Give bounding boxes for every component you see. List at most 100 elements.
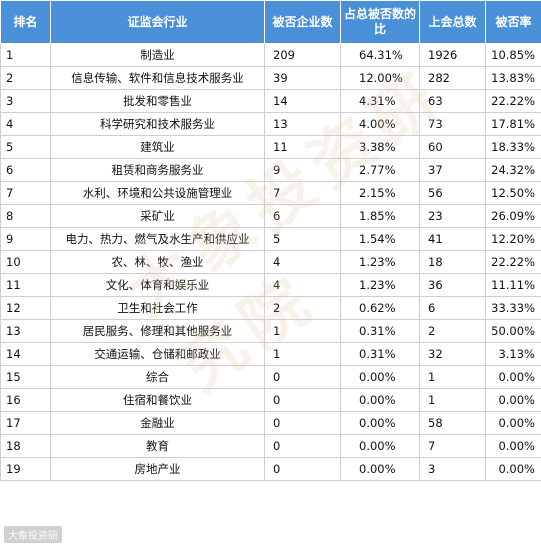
cell-total: 37 bbox=[419, 158, 486, 182]
cell-rate: 26.09% bbox=[485, 204, 541, 228]
cell-rejected: 11 bbox=[264, 135, 341, 159]
cell-industry: 制造业 bbox=[50, 43, 265, 67]
cell-industry: 水利、环境和公共设施管理业 bbox=[50, 181, 265, 205]
table-header: 排名 证监会行业 被否企业数 占总被否数的比 上会总数 被否率 bbox=[0, 0, 541, 44]
cell-industry: 租赁和商务服务业 bbox=[50, 158, 265, 182]
cell-rejected: 4 bbox=[264, 250, 341, 274]
header-rate: 被否率 bbox=[485, 0, 541, 44]
header-rejected: 被否企业数 bbox=[264, 0, 341, 44]
cell-rate: 0.00% bbox=[485, 457, 541, 481]
cell-total: 282 bbox=[419, 66, 486, 90]
cell-total: 6 bbox=[419, 296, 486, 320]
cell-share: 0.00% bbox=[340, 388, 420, 412]
cell-rank: 10 bbox=[0, 250, 51, 274]
cell-rejected: 7 bbox=[264, 181, 341, 205]
cell-rejected: 13 bbox=[264, 112, 341, 136]
cell-rate: 10.85% bbox=[485, 43, 541, 67]
cell-rank: 9 bbox=[0, 227, 51, 251]
cell-industry: 交通运输、仓储和邮政业 bbox=[50, 342, 265, 366]
table-row: 14 交通运输、仓储和邮政业 1 0.31% 32 3.13% bbox=[0, 342, 541, 366]
cell-total: 36 bbox=[419, 273, 486, 297]
cell-rank: 7 bbox=[0, 181, 51, 205]
table-row: 4 科学研究和技术服务业 13 4.00% 73 17.81% bbox=[0, 112, 541, 136]
cell-rejected: 39 bbox=[264, 66, 341, 90]
cell-industry: 居民服务、修理和其他服务业 bbox=[50, 319, 265, 343]
cell-rank: 11 bbox=[0, 273, 51, 297]
table-body: 1 制造业 209 64.31% 1926 10.85% 2 信息传输、软件和信息技术服务业 3… bbox=[0, 43, 541, 481]
cell-rank: 6 bbox=[0, 158, 51, 182]
header-share: 占总被否数的比 bbox=[340, 0, 420, 44]
cell-share: 0.31% bbox=[340, 342, 420, 366]
cell-share: 2.15% bbox=[340, 181, 420, 205]
cell-rejected: 4 bbox=[264, 273, 341, 297]
cell-rejected: 1 bbox=[264, 319, 341, 343]
cell-rate: 13.83% bbox=[485, 66, 541, 90]
cell-total: 58 bbox=[419, 411, 486, 435]
cell-share: 12.00% bbox=[340, 66, 420, 90]
cell-rate: 0.00% bbox=[485, 434, 541, 458]
cell-industry: 综合 bbox=[50, 365, 265, 389]
cell-total: 3 bbox=[419, 457, 486, 481]
cell-share: 3.38% bbox=[340, 135, 420, 159]
cell-share: 0.62% bbox=[340, 296, 420, 320]
cell-rank: 18 bbox=[0, 434, 51, 458]
cell-industry: 金融业 bbox=[50, 411, 265, 435]
cell-share: 1.23% bbox=[340, 250, 420, 274]
cell-rate: 0.00% bbox=[485, 365, 541, 389]
cell-rejected: 1 bbox=[264, 342, 341, 366]
cell-share: 64.31% bbox=[340, 43, 420, 67]
cell-total: 7 bbox=[419, 434, 486, 458]
source-logo: 大象投资研 bbox=[4, 526, 62, 543]
cell-rank: 14 bbox=[0, 342, 51, 366]
cell-rank: 12 bbox=[0, 296, 51, 320]
cell-rank: 5 bbox=[0, 135, 51, 159]
table-row: 16 住宿和餐饮业 0 0.00% 1 0.00% bbox=[0, 388, 541, 412]
table-row: 7 水利、环境和公共设施管理业 7 2.15% 56 12.50% bbox=[0, 181, 541, 205]
table-row: 2 信息传输、软件和信息技术服务业 39 12.00% 282 13.83% bbox=[0, 66, 541, 90]
table-row: 6 租赁和商务服务业 9 2.77% 37 24.32% bbox=[0, 158, 541, 182]
cell-rejected: 0 bbox=[264, 365, 341, 389]
cell-industry: 卫生和社会工作 bbox=[50, 296, 265, 320]
cell-share: 4.31% bbox=[340, 89, 420, 113]
header-rank: 排名 bbox=[0, 0, 51, 44]
cell-rate: 22.22% bbox=[485, 89, 541, 113]
cell-share: 1.85% bbox=[340, 204, 420, 228]
cell-rejected: 0 bbox=[264, 411, 341, 435]
cell-share: 0.00% bbox=[340, 434, 420, 458]
cell-industry: 住宿和餐饮业 bbox=[50, 388, 265, 412]
cell-industry: 电力、热力、燃气及水生产和供应业 bbox=[50, 227, 265, 251]
table-row: 8 采矿业 6 1.85% 23 26.09% bbox=[0, 204, 541, 228]
cell-share: 1.54% bbox=[340, 227, 420, 251]
cell-share: 0.00% bbox=[340, 365, 420, 389]
table-row: 13 居民服务、修理和其他服务业 1 0.31% 2 50.00% bbox=[0, 319, 541, 343]
table-row: 11 文化、体育和娱乐业 4 1.23% 36 11.11% bbox=[0, 273, 541, 297]
table-row: 17 金融业 0 0.00% 58 0.00% bbox=[0, 411, 541, 435]
cell-industry: 农、林、牧、渔业 bbox=[50, 250, 265, 274]
industry-rejection-table: 排名 证监会行业 被否企业数 占总被否数的比 上会总数 被否率 1 制造业 209 6… bbox=[0, 0, 541, 481]
table-row: 18 教育 0 0.00% 7 0.00% bbox=[0, 434, 541, 458]
cell-share: 0.00% bbox=[340, 411, 420, 435]
cell-total: 56 bbox=[419, 181, 486, 205]
cell-rank: 8 bbox=[0, 204, 51, 228]
cell-industry: 科学研究和技术服务业 bbox=[50, 112, 265, 136]
cell-rate: 0.00% bbox=[485, 388, 541, 412]
cell-industry: 批发和零售业 bbox=[50, 89, 265, 113]
cell-rank: 17 bbox=[0, 411, 51, 435]
cell-industry: 房地产业 bbox=[50, 457, 265, 481]
cell-rejected: 0 bbox=[264, 457, 341, 481]
cell-rejected: 0 bbox=[264, 388, 341, 412]
cell-rejected: 2 bbox=[264, 296, 341, 320]
cell-rank: 2 bbox=[0, 66, 51, 90]
cell-rejected: 9 bbox=[264, 158, 341, 182]
cell-total: 63 bbox=[419, 89, 486, 113]
cell-rank: 1 bbox=[0, 43, 51, 67]
table-row: 12 卫生和社会工作 2 0.62% 6 33.33% bbox=[0, 296, 541, 320]
cell-rank: 15 bbox=[0, 365, 51, 389]
cell-rate: 24.32% bbox=[485, 158, 541, 182]
table-row: 3 批发和零售业 14 4.31% 63 22.22% bbox=[0, 89, 541, 113]
header-industry: 证监会行业 bbox=[50, 0, 265, 44]
cell-share: 0.31% bbox=[340, 319, 420, 343]
cell-total: 1 bbox=[419, 365, 486, 389]
cell-share: 2.77% bbox=[340, 158, 420, 182]
cell-share: 4.00% bbox=[340, 112, 420, 136]
